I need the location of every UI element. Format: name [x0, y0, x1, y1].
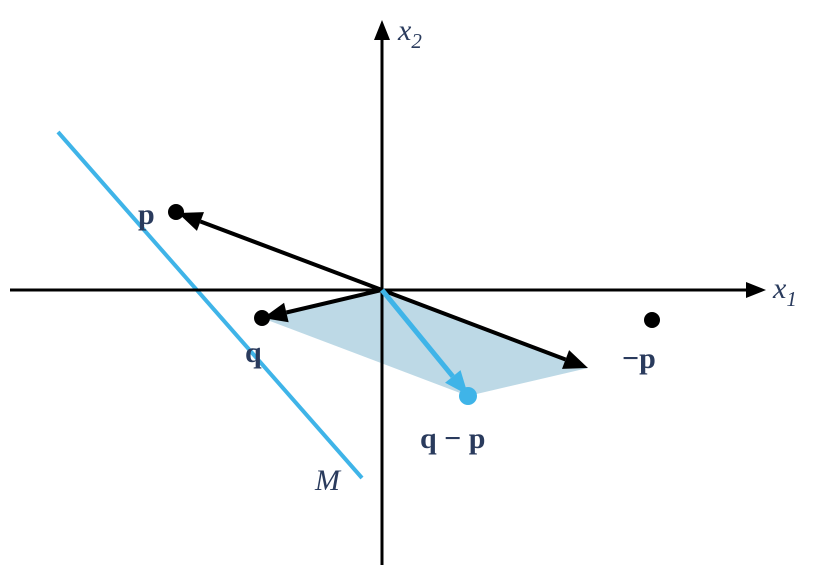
label-neg_p: −p	[622, 342, 656, 375]
point-p	[168, 204, 184, 220]
label-q: q	[245, 336, 262, 369]
point-q	[254, 310, 270, 326]
axis-label: x2	[397, 14, 422, 53]
axis-label: x1	[772, 272, 797, 311]
point-q_minus_p	[459, 387, 477, 405]
point-neg_p	[644, 312, 660, 328]
label-line-m: M	[314, 464, 342, 497]
label-p: p	[138, 198, 155, 231]
label-q_minus_p: q − p	[420, 422, 485, 455]
